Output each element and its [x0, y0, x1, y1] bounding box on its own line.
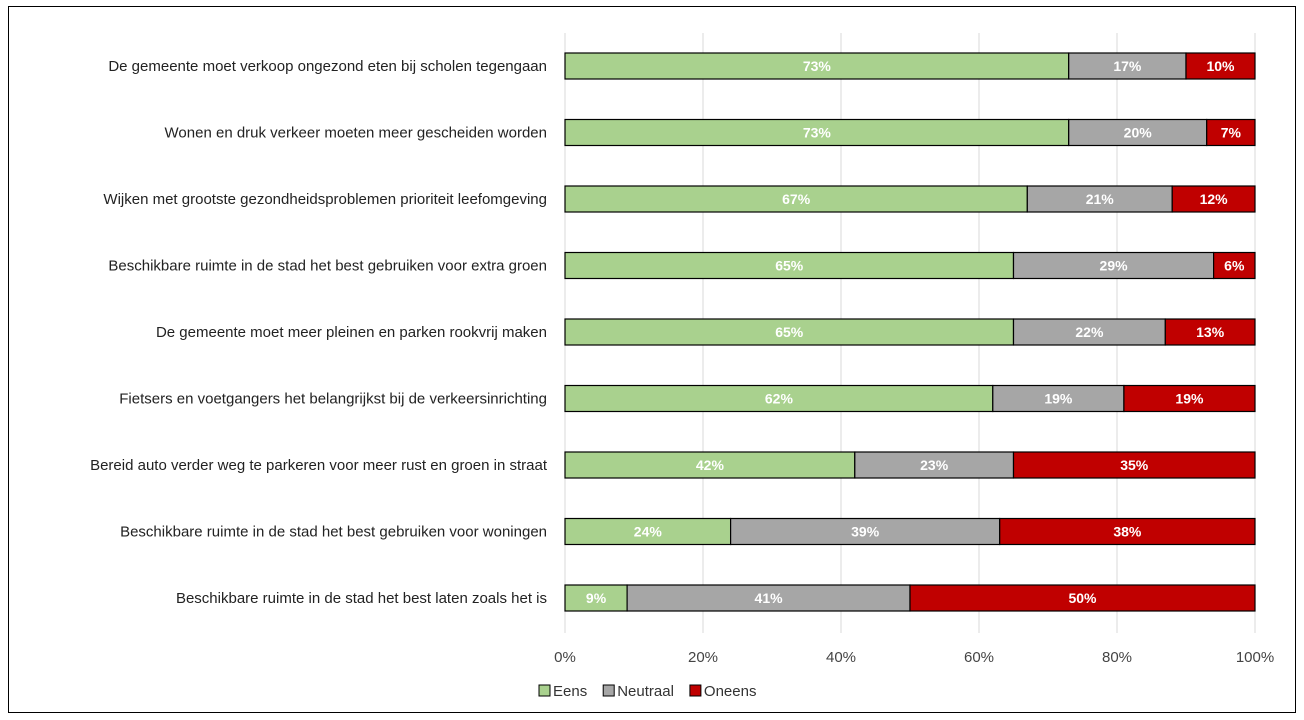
x-axis-ticks: 0% 20% 40% 60% 80% 100%	[554, 649, 1274, 666]
bar-segment-eens	[564, 251, 1015, 280]
category-label: Wijken met grootste gezondheidsproblemen…	[103, 191, 547, 208]
category-label: De gemeente moet verkoop ongezond eten b…	[108, 58, 547, 75]
legend-swatch-oneens	[689, 684, 702, 697]
data-label: 29%	[1100, 258, 1129, 274]
bar-segment-oneens	[1164, 318, 1256, 346]
data-label: 17%	[1113, 58, 1142, 74]
bar-segment-neutraal	[729, 517, 1001, 546]
bar-segment-oneens	[1212, 251, 1256, 280]
data-label: 22%	[1075, 324, 1104, 340]
data-label: 19%	[1044, 391, 1073, 407]
data-label: 39%	[851, 524, 880, 540]
data-label: 65%	[775, 324, 804, 340]
bar-segment-oneens	[1185, 52, 1256, 80]
bar-segment-eens	[564, 118, 1070, 147]
bar-segment-oneens	[909, 584, 1256, 612]
bar-segment-oneens	[999, 517, 1256, 546]
data-label: 21%	[1086, 191, 1115, 207]
bar-segment-eens	[564, 584, 628, 612]
category-labels: De gemeente moet verkoop ongezond eten b…	[90, 58, 548, 607]
legend-label-oneens: Oneens	[704, 683, 757, 700]
bar-segment-oneens	[1171, 185, 1256, 213]
legend-swatch-eens	[538, 684, 551, 697]
category-label: Beschikbare ruimte in de stad het best g…	[108, 258, 547, 275]
category-label: Fietsers en voetgangers het belangrijkst…	[119, 391, 547, 408]
x-tick-label: 80%	[1102, 649, 1132, 666]
legend: Eens Neutraal Oneens	[538, 683, 757, 700]
data-label: 7%	[1221, 125, 1242, 141]
legend-label-neutraal: Neutraal	[617, 683, 674, 700]
bar-segment-eens	[564, 384, 994, 413]
bar-segment-neutraal	[1026, 185, 1173, 213]
data-label: 62%	[765, 391, 794, 407]
data-label: 50%	[1068, 590, 1097, 606]
category-label: Bereid auto verder weg te parkeren voor …	[90, 457, 548, 474]
bar-segment-neutraal	[992, 384, 1125, 413]
bar-segment-oneens	[1123, 384, 1256, 413]
data-label: 6%	[1224, 258, 1245, 274]
data-label: 9%	[586, 590, 607, 606]
data-label: 65%	[775, 258, 804, 274]
data-label: 42%	[696, 457, 725, 473]
data-label: 41%	[755, 590, 784, 606]
data-label: 38%	[1113, 524, 1142, 540]
bar-segment-neutraal	[1068, 118, 1208, 147]
x-tick-label: 40%	[826, 649, 856, 666]
category-label: De gemeente moet meer pleinen en parken …	[156, 324, 547, 341]
data-label: 73%	[803, 58, 832, 74]
bar-segment-oneens	[1012, 451, 1256, 479]
bar-segment-neutraal	[1012, 251, 1215, 280]
legend-swatch-neutraal	[602, 684, 615, 697]
data-label: 73%	[803, 125, 832, 141]
category-label: Beschikbare ruimte in de stad het best l…	[176, 590, 547, 607]
data-label: 19%	[1175, 391, 1204, 407]
data-label: 12%	[1200, 191, 1229, 207]
bar-segment-neutraal	[626, 584, 911, 612]
bar-segment-oneens	[1206, 118, 1256, 147]
x-tick-label: 100%	[1236, 649, 1274, 666]
x-tick-label: 60%	[964, 649, 994, 666]
x-tick-label: 20%	[688, 649, 718, 666]
bars: 73% 17% 10% 73% 20% 7% 67% 21% 12% 65% 29% 6% 65% 22%…	[564, 52, 1256, 612]
legend-label-eens: Eens	[553, 683, 587, 700]
data-label: 67%	[782, 191, 811, 207]
category-label: Beschikbare ruimte in de stad het best g…	[120, 524, 547, 541]
data-label: 24%	[634, 524, 663, 540]
bar-segment-eens	[564, 517, 732, 546]
data-label: 13%	[1196, 324, 1225, 340]
x-tick-label: 0%	[554, 649, 576, 666]
data-label: 10%	[1206, 58, 1235, 74]
bar-segment-eens	[564, 185, 1028, 213]
data-label: 35%	[1120, 457, 1149, 473]
data-label: 20%	[1124, 125, 1153, 141]
category-label: Wonen en druk verkeer moeten meer gesche…	[165, 125, 547, 142]
bar-segment-eens	[564, 318, 1015, 346]
data-label: 23%	[920, 457, 949, 473]
